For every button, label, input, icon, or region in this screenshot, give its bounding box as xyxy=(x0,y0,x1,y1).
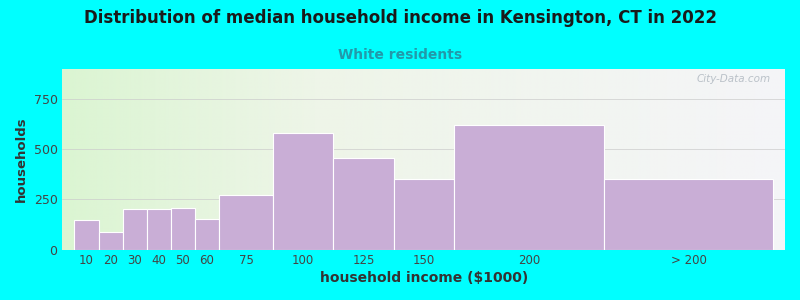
Text: White residents: White residents xyxy=(338,48,462,62)
Bar xyxy=(171,208,195,250)
X-axis label: household income ($1000): household income ($1000) xyxy=(319,271,528,285)
Bar xyxy=(219,196,273,250)
Bar xyxy=(604,179,773,250)
Text: City-Data.com: City-Data.com xyxy=(697,74,770,84)
Y-axis label: households: households xyxy=(15,116,28,202)
Bar xyxy=(98,232,122,250)
Bar xyxy=(273,133,334,250)
Bar xyxy=(195,219,219,250)
Bar xyxy=(146,208,171,250)
Bar xyxy=(334,158,394,250)
Bar xyxy=(74,220,98,250)
Text: Distribution of median household income in Kensington, CT in 2022: Distribution of median household income … xyxy=(83,9,717,27)
Bar xyxy=(122,208,146,250)
Bar xyxy=(394,179,454,250)
Bar xyxy=(454,125,604,250)
